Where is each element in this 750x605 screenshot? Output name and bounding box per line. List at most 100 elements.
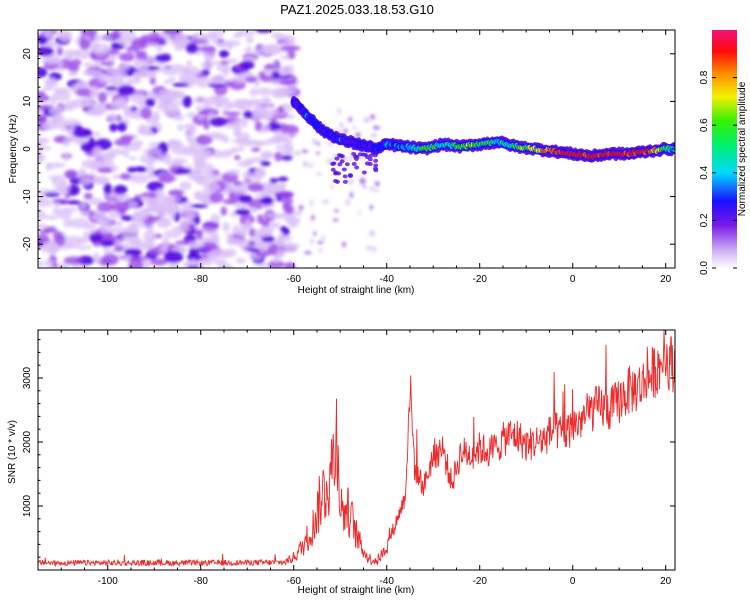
noise-blob [97, 92, 108, 104]
ridge-tail [337, 162, 343, 167]
noise-blob [256, 169, 266, 176]
noise-blob [109, 227, 129, 235]
noise-blob [244, 46, 253, 55]
colorbar-ticks: 0.0 0.2 0.4 0.6 0.8 [699, 70, 737, 275]
noise-blob [266, 221, 280, 229]
noise-blob [372, 246, 377, 253]
noise-blob [261, 235, 275, 243]
noise-blob [260, 153, 279, 158]
noise-blob [140, 107, 153, 120]
noise-blob [249, 207, 258, 213]
noise-blob [359, 177, 366, 185]
noise-blob [310, 238, 314, 245]
noise-blob [82, 69, 103, 77]
noise-blob [120, 135, 134, 142]
noise-blob [255, 262, 271, 268]
noise-blob [112, 70, 128, 81]
snr-x-tick-label: -100 [98, 576, 118, 587]
noise-blob [44, 259, 54, 268]
noise-blob [75, 88, 94, 97]
noise-blob [98, 223, 113, 234]
noise-blob [261, 97, 271, 104]
noise-blob [168, 189, 184, 197]
noise-blob [190, 39, 209, 44]
noise-blob [103, 182, 113, 195]
noise-blob [164, 251, 184, 263]
noise-blob [140, 197, 158, 202]
noise-blob [38, 223, 48, 229]
noise-blob [141, 258, 151, 268]
noise-blob [315, 151, 320, 155]
noise-blob [52, 208, 61, 215]
noise-blob [244, 219, 252, 230]
noise-blob [342, 128, 349, 133]
noise-blob [79, 38, 91, 50]
noise-blob [190, 258, 198, 268]
noise-blob [56, 46, 64, 56]
noise-blob [67, 122, 75, 133]
noise-blob [254, 120, 263, 131]
noise-blob [373, 188, 380, 192]
ridge-tail [373, 163, 379, 168]
noise-blob [311, 138, 317, 145]
noise-blob [82, 231, 90, 239]
noise-blob [62, 49, 82, 56]
snr-x-tick-label: -20 [472, 576, 487, 587]
noise-blob [156, 46, 163, 52]
noise-blob [63, 152, 70, 162]
ridge-tail [336, 153, 342, 158]
snr-x-tick-label: 0 [570, 576, 576, 587]
noise-blob [281, 155, 293, 161]
noise-blob [97, 201, 115, 213]
noise-blob [261, 219, 270, 227]
noise-blob [291, 131, 297, 137]
noise-blob [111, 30, 122, 40]
colorbar-tick-label: 0.0 [699, 261, 710, 275]
noise-blob [83, 62, 94, 68]
noise-blob [63, 169, 78, 179]
noise-blob [168, 91, 184, 99]
noise-blob [111, 201, 130, 213]
ridge-tail [354, 165, 360, 170]
spectrogram-noise [38, 30, 381, 268]
noise-blob [100, 239, 115, 247]
noise-blob [234, 155, 241, 161]
noise-blob [101, 253, 119, 266]
snr-y-label: SNR (10 * v/v) [7, 420, 18, 484]
noise-blob [121, 232, 139, 243]
noise-blob [277, 191, 295, 199]
noise-blob [258, 71, 267, 79]
noise-blob [362, 185, 366, 189]
noise-blob [149, 258, 168, 266]
noise-blob [38, 260, 45, 268]
noise-blob [51, 114, 65, 121]
noise-blob [54, 235, 67, 247]
noise-blob [197, 46, 217, 52]
noise-blob [93, 35, 114, 41]
noise-blob [93, 252, 100, 264]
noise-blob [178, 71, 198, 84]
snr-y-ticks: 1000 2000 3000 [22, 339, 675, 558]
noise-blob [296, 209, 303, 217]
noise-blob [130, 92, 146, 104]
spectrogram-x-tick-label: 0 [570, 274, 576, 285]
noise-blob [158, 173, 176, 184]
noise-blob [196, 134, 213, 146]
noise-blob [355, 131, 361, 138]
noise-blob [302, 162, 310, 168]
noise-blob [43, 215, 59, 220]
noise-blob [201, 150, 214, 159]
noise-blob [209, 248, 228, 257]
noise-blob [221, 66, 230, 77]
noise-blob [242, 171, 254, 182]
noise-blob [281, 196, 293, 206]
noise-blob [233, 131, 244, 138]
noise-blob [151, 36, 165, 43]
noise-blob [80, 141, 96, 152]
noise-blob [193, 156, 206, 167]
noise-blob [156, 103, 171, 111]
noise-blob [88, 232, 103, 243]
noise-blob [227, 183, 248, 194]
noise-blob [113, 184, 128, 195]
